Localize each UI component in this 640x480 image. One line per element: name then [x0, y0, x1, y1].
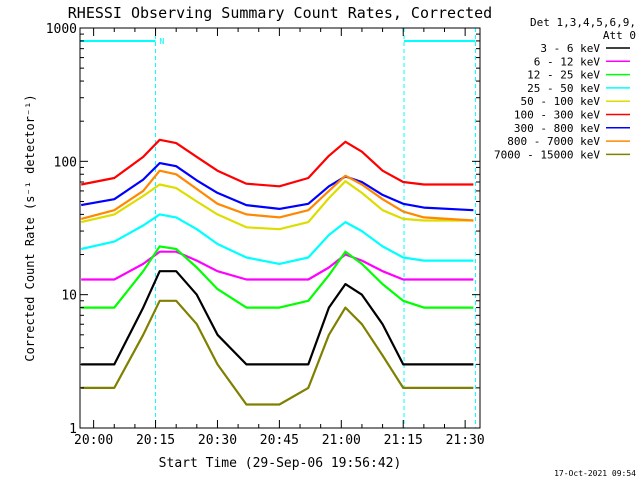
x-axis-label: Start Time (29-Sep-06 19:56:42) [159, 456, 402, 471]
x-tick-label: 20:15 [136, 433, 175, 448]
legend-label: 12 - 25 keV [527, 69, 600, 82]
night-flag-label: N [160, 37, 165, 46]
series-layer [80, 138, 474, 406]
legend-label: 50 - 100 keV [521, 95, 601, 108]
plot-frame [79, 27, 481, 429]
x-tick-label: 21:00 [322, 433, 361, 448]
series-line [81, 299, 474, 406]
y-tick-label: 100 [54, 155, 77, 170]
legend-label: 800 - 7000 keV [507, 135, 600, 148]
y-tick-label: 10 [61, 289, 77, 304]
series-line [80, 169, 474, 222]
y-tick-label: 1 [69, 422, 77, 437]
legend-label: 3 - 6 keV [540, 42, 600, 55]
series-line [81, 245, 474, 309]
legend-header: Det 1,3,4,5,6,9, [530, 16, 636, 29]
series-line [80, 213, 474, 265]
series-line [80, 180, 474, 231]
series-line [81, 162, 474, 212]
y-axis-label: Corrected Count Rate (s⁻¹ detector⁻¹) [23, 94, 37, 361]
y-tick-label: 1000 [46, 22, 77, 37]
x-tick-label: 20:30 [198, 433, 237, 448]
legend-label: 300 - 800 keV [514, 122, 600, 135]
x-tick-label: 20:45 [260, 433, 299, 448]
legend-label: 25 - 50 keV [527, 82, 600, 95]
x-tick-label: 21:15 [384, 433, 423, 448]
legend-label: 7000 - 15000 keV [494, 148, 600, 161]
generated-timestamp: 17-Oct-2021 09:54 [554, 469, 636, 478]
legend-label: 6 - 12 keV [534, 55, 601, 68]
x-tick-label: 21:30 [446, 433, 485, 448]
series-line [80, 138, 474, 188]
legend-label: 100 - 300 keV [514, 109, 600, 122]
legend-header: Att 0 [603, 29, 636, 42]
series-line [81, 270, 474, 366]
x-tick-label: 20:00 [74, 433, 113, 448]
axis-layer: 20:00 20:15 20:30 20:45 21:00 21:15 21:30 1 10 10… [46, 22, 485, 448]
chart-title: RHESSI Observing Summary Count Rates, Co… [68, 4, 492, 22]
